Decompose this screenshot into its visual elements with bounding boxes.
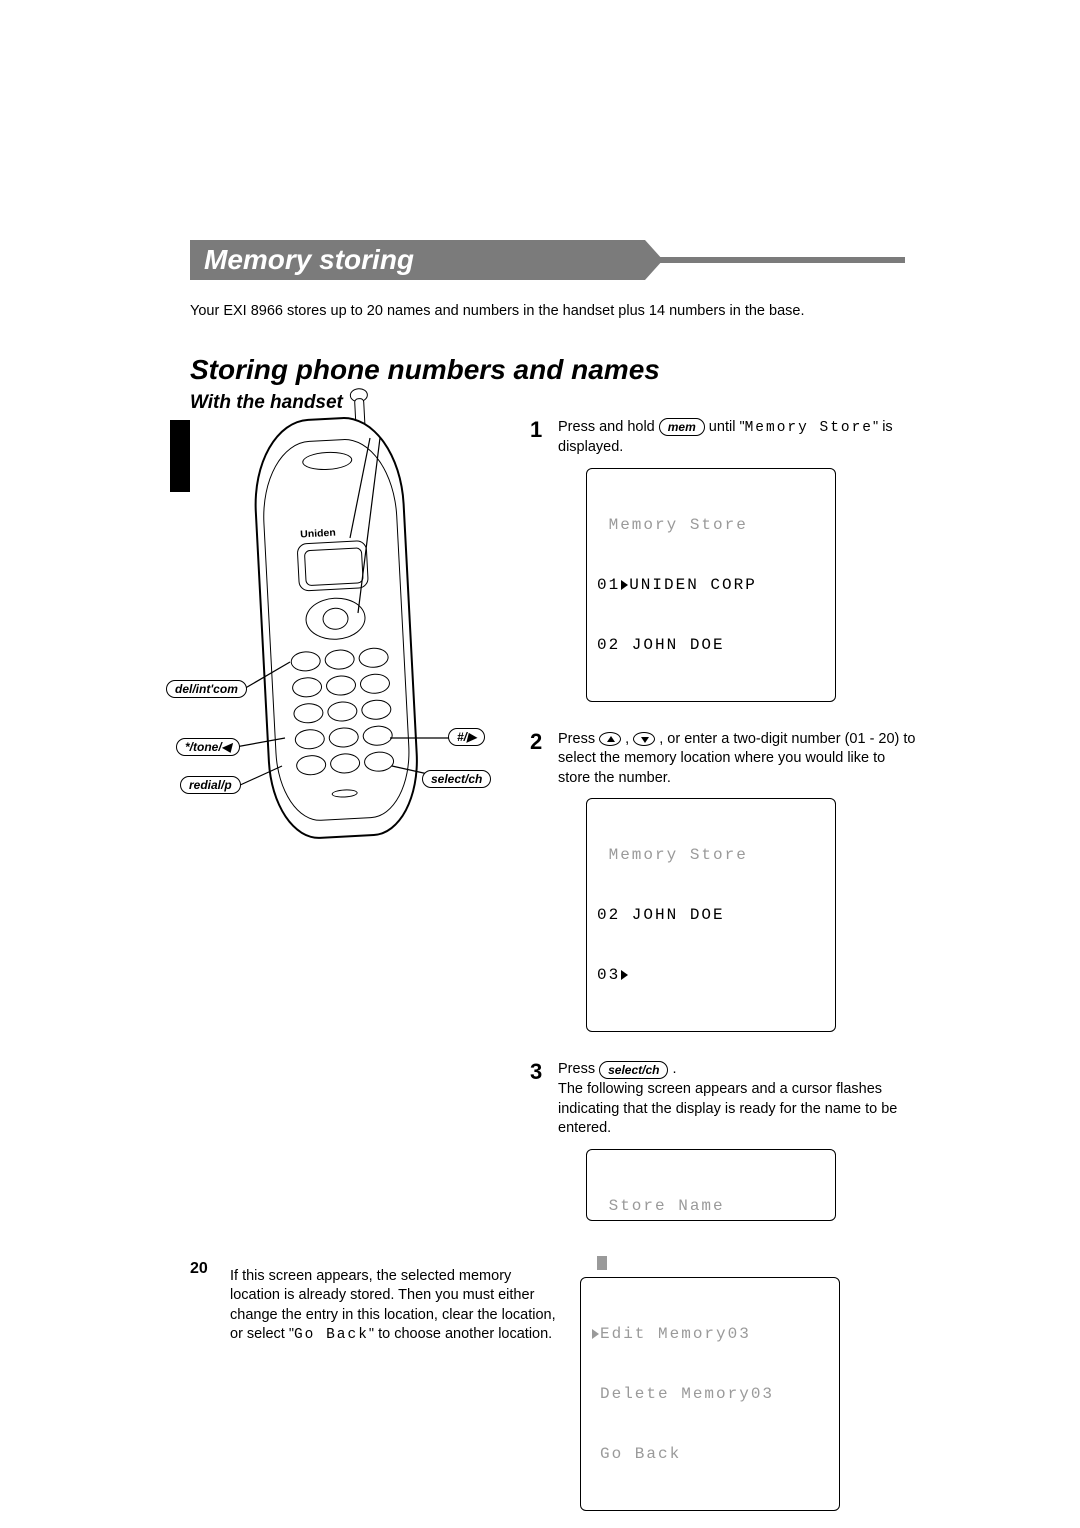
chapter-title: Memory storing (190, 240, 960, 280)
callout-select-ch: select/ch (422, 770, 491, 788)
down-key (633, 732, 655, 746)
note-text: If this screen appears, the selected mem… (230, 1267, 580, 1525)
note-row: If this screen appears, the selected mem… (190, 1267, 960, 1525)
chapter-header: Memory storing (190, 240, 960, 280)
subsection-title: With the handset (190, 392, 960, 414)
step-number: 2 (530, 730, 558, 1047)
lcd-screen-3: Store Name (586, 1149, 836, 1221)
callout-lines (190, 418, 530, 858)
up-key (599, 732, 621, 746)
content-row: Uniden (190, 418, 960, 1249)
intro-text: Your EXI 8966 stores up to 20 names and … (190, 302, 890, 322)
mem-key: mem (659, 418, 705, 436)
step-2: 2 Press , , or enter a two-digit number … (530, 730, 920, 1047)
step-1: 1 Press and hold mem until "Memory Store… (530, 418, 920, 716)
step-3: 3 Press select/ch . The following screen… (530, 1060, 920, 1234)
steps-column: 1 Press and hold mem until "Memory Store… (530, 418, 920, 1249)
page-number: 20 (190, 1260, 208, 1278)
callout-tone: */tone/◀ (176, 738, 240, 756)
section-title: Storing phone numbers and names (190, 354, 960, 386)
select-ch-key: select/ch (599, 1061, 668, 1079)
section-tab (170, 420, 190, 492)
lcd-screen-2: Memory Store 02 JOHN DOE 03 (586, 798, 836, 1032)
handset-illustration: Uniden (190, 418, 530, 1249)
lcd-screen-note: Edit Memory03 Delete Memory03 Go Back (580, 1277, 840, 1511)
step-number: 3 (530, 1060, 558, 1234)
callout-del-intcom: del/int'com (166, 680, 247, 698)
step-number: 1 (530, 418, 558, 716)
manual-page: Memory storing Your EXI 8966 stores up t… (0, 0, 1080, 1528)
lcd-screen-1: Memory Store 01UNIDEN CORP 02 JOHN DOE (586, 468, 836, 702)
callout-redial: redial/p (180, 776, 241, 794)
callout-hash: #/▶ (448, 728, 485, 746)
